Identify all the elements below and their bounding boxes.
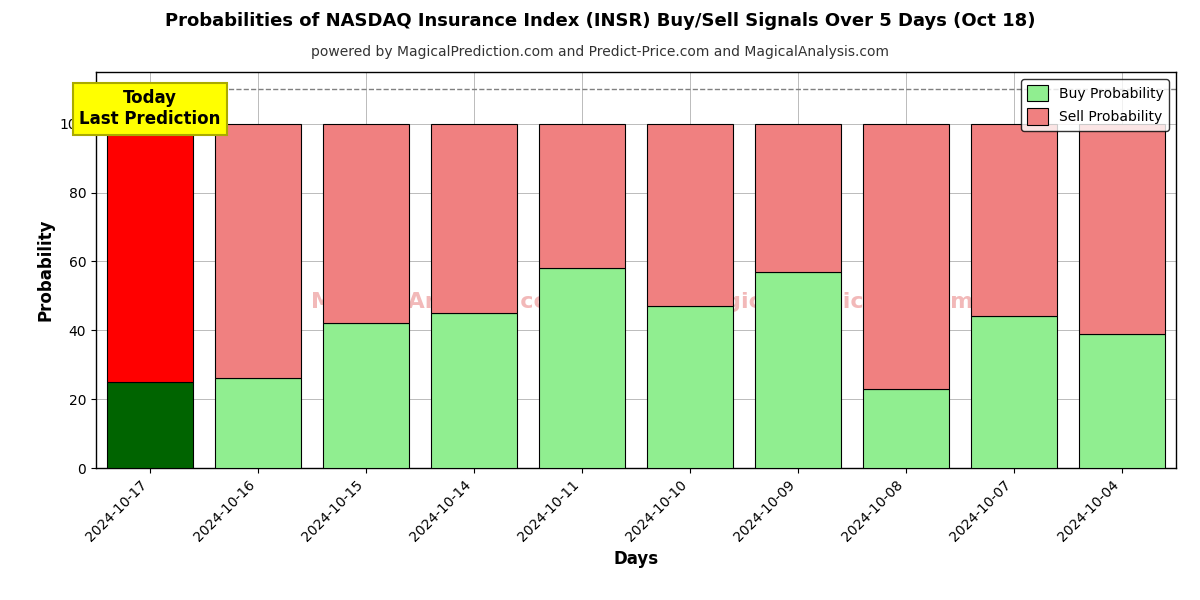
Bar — [1079, 334, 1165, 468]
Bar — [107, 124, 193, 382]
Legend: Buy Probability, Sell Probability: Buy Probability, Sell Probability — [1021, 79, 1169, 131]
Bar — [323, 124, 409, 323]
Bar — [539, 268, 625, 468]
Bar — [539, 124, 625, 268]
Bar — [755, 272, 841, 468]
Y-axis label: Probability: Probability — [36, 219, 54, 321]
Bar — [107, 382, 193, 468]
Bar — [647, 124, 733, 306]
Text: Probabilities of NASDAQ Insurance Index (INSR) Buy/Sell Signals Over 5 Days (Oct: Probabilities of NASDAQ Insurance Index … — [164, 12, 1036, 30]
Text: Today
Last Prediction: Today Last Prediction — [79, 89, 221, 128]
Bar — [647, 306, 733, 468]
Bar — [323, 323, 409, 468]
Bar — [431, 124, 517, 313]
Text: MagicalPrediction.com: MagicalPrediction.com — [688, 292, 973, 311]
Bar — [1079, 124, 1165, 334]
Bar — [431, 313, 517, 468]
X-axis label: Days: Days — [613, 550, 659, 568]
Bar — [863, 389, 949, 468]
Text: powered by MagicalPrediction.com and Predict-Price.com and MagicalAnalysis.com: powered by MagicalPrediction.com and Pre… — [311, 45, 889, 59]
Bar — [863, 124, 949, 389]
Bar — [215, 379, 301, 468]
Bar — [215, 124, 301, 379]
Bar — [971, 316, 1057, 468]
Bar — [755, 124, 841, 272]
Text: MagicalAnalysis.com: MagicalAnalysis.com — [311, 292, 572, 311]
Bar — [971, 124, 1057, 316]
